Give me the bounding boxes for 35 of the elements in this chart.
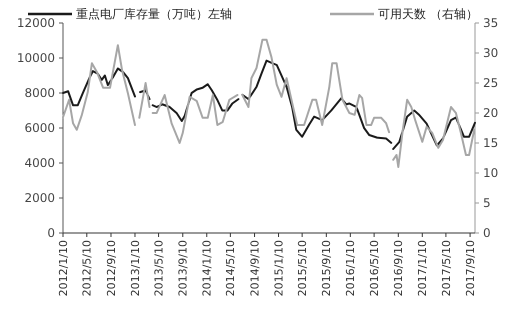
y-tick-label: 2000: [24, 191, 55, 206]
x-tick-label: 2014/9/10: [248, 240, 262, 296]
y-tick-label: 10000: [16, 51, 55, 66]
y2-tick-label: 35: [483, 16, 498, 30]
y2-tick-label: 5: [483, 196, 491, 210]
x-tick-label: 2016/5/10: [368, 240, 381, 296]
y2-tick-label: 30: [483, 46, 498, 60]
y-tick-label: 8000: [24, 86, 55, 100]
x-tick-label: 2012/1/10: [56, 240, 70, 296]
y2-tick-label: 15: [483, 136, 498, 150]
x-tick-label: 2017/1/10: [416, 240, 430, 296]
x-tick-label: 2015/1/10: [272, 240, 286, 296]
x-tick-label: 2013/5/10: [152, 240, 166, 296]
x-tick-label: 2014/1/10: [200, 240, 214, 296]
x-tick-label: 2017/9/10: [464, 240, 477, 296]
x-tick-label: 2017/5/10: [440, 240, 453, 296]
legend-label: 重点电厂库存量（万吨）左轴: [76, 7, 232, 22]
legend-label: 可用天数 （右轴）: [378, 7, 478, 22]
y2-tick-label: 10: [483, 166, 498, 180]
y-tick-label: 12000: [16, 16, 55, 30]
x-tick-label: 2013/1/10: [128, 240, 142, 296]
x-tick-label: 2012/5/10: [80, 240, 94, 296]
y-tick-label: 6000: [24, 121, 55, 136]
y2-tick-label: 20: [483, 106, 498, 120]
x-tick-label: 2015/5/10: [296, 240, 309, 296]
x-tick-label: 2015/9/10: [320, 240, 334, 296]
y-tick-label: 4000: [24, 156, 55, 170]
x-tick-label: 2012/9/10: [104, 240, 118, 296]
x-tick-label: 2014/5/10: [224, 240, 238, 296]
x-tick-label: 2016/9/10: [392, 240, 406, 296]
y2-tick-label: 0: [483, 226, 491, 240]
x-tick-label: 2016/1/10: [344, 240, 358, 296]
y2-tick-label: 25: [483, 76, 498, 90]
y-tick-label: 0: [47, 226, 55, 240]
x-tick-label: 2013/9/10: [176, 240, 190, 296]
